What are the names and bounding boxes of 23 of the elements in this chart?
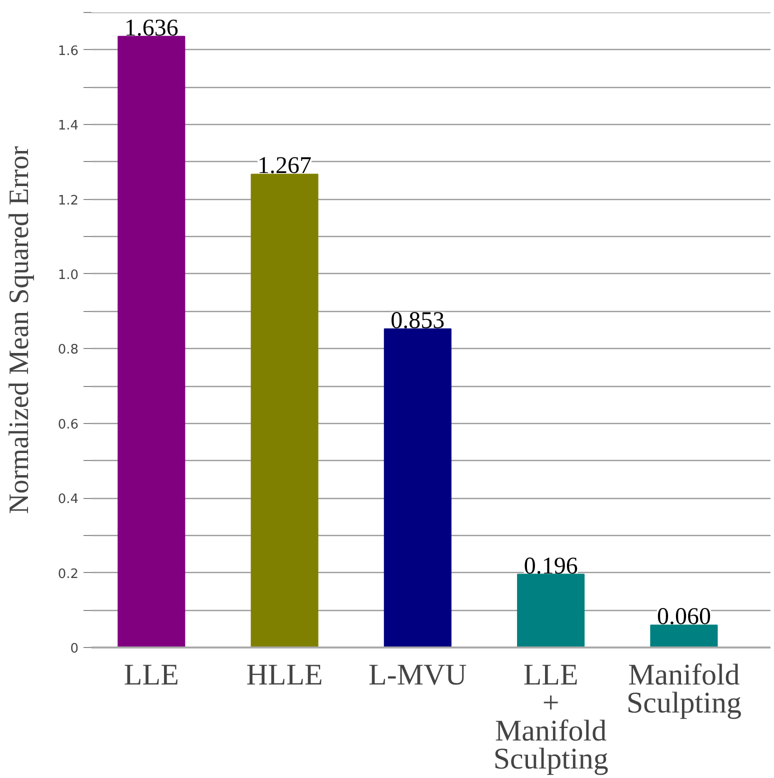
y-tick-label: 1.2 — [58, 193, 79, 208]
y-tick-label: 0.6 — [58, 417, 79, 432]
bar — [250, 174, 318, 648]
x-tick-label: LLE — [124, 658, 179, 692]
x-tick-label: LLE + Manifold Sculpting — [493, 658, 608, 776]
y-tick-label: 1.6 — [58, 44, 79, 59]
bar — [384, 328, 452, 648]
x-tick-label: L-MVU — [368, 658, 468, 692]
y-axis-title: Normalized Mean Squared Error — [4, 145, 35, 514]
data-label: 0.060 — [656, 604, 711, 630]
data-label: 0.853 — [390, 308, 445, 334]
y-tick-label: 1.0 — [58, 268, 79, 283]
bar — [650, 624, 718, 648]
y-tick-label: 0.2 — [58, 566, 79, 582]
y-tick-label: 0 — [70, 642, 79, 656]
y-tick-label: 1.4 — [58, 118, 79, 134]
x-tick-label: HLLE — [246, 658, 323, 692]
data-label: 1.267 — [258, 153, 312, 180]
y-tick-label: 0.4 — [58, 492, 79, 508]
data-label: 1.636 — [124, 15, 178, 42]
data-label: 0.196 — [524, 553, 578, 580]
y-tick-label: 0.8 — [58, 342, 79, 358]
x-tick-label: Manifold Sculpting — [626, 658, 742, 720]
